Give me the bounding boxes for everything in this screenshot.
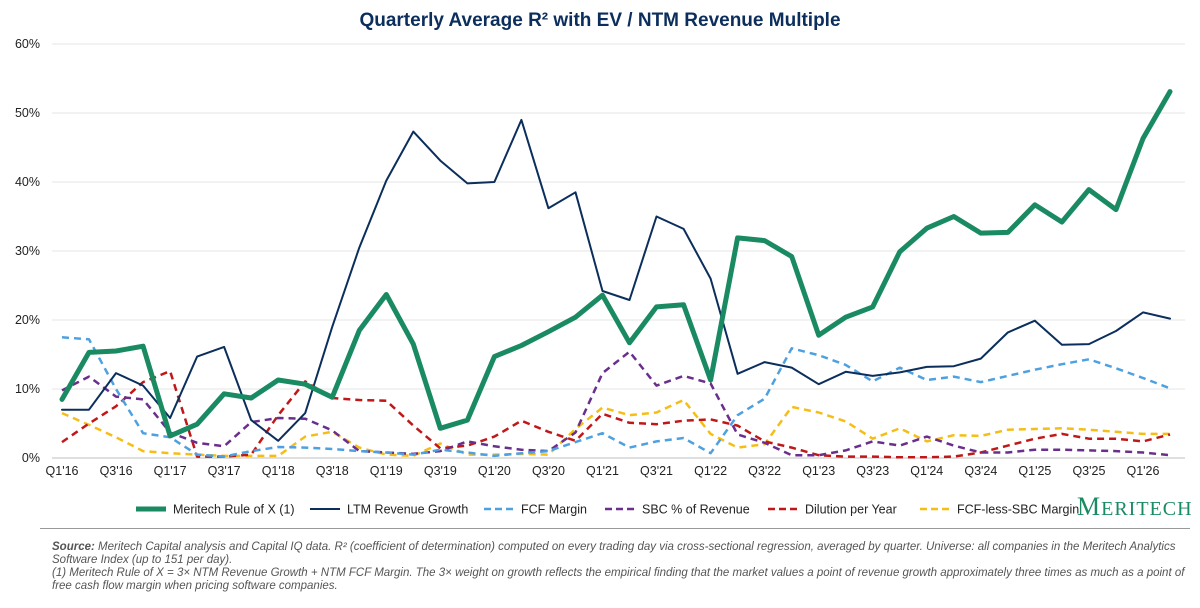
series-line-1	[59, 89, 1173, 439]
x-tick-label: Q3'23	[856, 464, 889, 478]
legend-label: Meritech Rule of X (1)	[173, 503, 295, 517]
x-tick-label: Q1'21	[586, 464, 619, 478]
x-tick-label: Q1'20	[478, 464, 511, 478]
source-label: Source:	[52, 541, 95, 553]
x-tick-label: Q3'17	[208, 464, 241, 478]
legend-label: FCF Margin	[521, 503, 587, 517]
x-tick-label: Q1'18	[262, 464, 295, 478]
series-line-4	[61, 350, 1171, 457]
x-tick-label: Q1'24	[910, 464, 943, 478]
legend: Meritech Rule of X (1) LTM Revenue Growth…	[136, 503, 1079, 517]
x-tick-label: Q3'25	[1072, 464, 1105, 478]
legend-label: SBC % of Revenue	[642, 503, 750, 517]
x-axis: Q1'16 Q3'16 Q1'17 Q3'17 Q1'18 Q3'18 Q1'19 Q3'19…	[46, 464, 1160, 478]
legend-label: FCF-less-SBC Margin	[957, 503, 1079, 517]
x-tick-label: Q3'16	[100, 464, 133, 478]
x-tick-label: Q1'25	[1018, 464, 1051, 478]
footnote-divider	[40, 528, 1190, 529]
y-tick-label: 20%	[15, 313, 40, 327]
x-tick-label: Q3'21	[640, 464, 673, 478]
series-line-2	[61, 118, 1171, 442]
source-text: Meritech Capital analysis and Capital IQ…	[52, 541, 1176, 566]
x-tick-label: Q3'24	[964, 464, 997, 478]
x-tick-label: Q1'22	[694, 464, 727, 478]
series-line-3	[61, 336, 1171, 458]
meritech-logo: MERITECH	[1077, 492, 1193, 521]
y-tick-label: 0%	[22, 451, 40, 465]
x-tick-label: Q1'19	[370, 464, 403, 478]
x-tick-label: Q1'16	[46, 464, 79, 478]
x-tick-label: Q3'19	[424, 464, 457, 478]
x-tick-label: Q3'22	[748, 464, 781, 478]
logo-initial: M	[1077, 492, 1101, 521]
x-tick-label: Q1'26	[1126, 464, 1159, 478]
y-tick-label: 50%	[15, 106, 40, 120]
x-tick-label: Q3'18	[316, 464, 349, 478]
y-tick-label: 30%	[15, 244, 40, 258]
rule-of-x-note: (1) Meritech Rule of X = 3× NTM Revenue …	[52, 567, 1185, 592]
x-tick-label: Q1'23	[802, 464, 835, 478]
series-lines	[59, 89, 1173, 459]
y-tick-label: 40%	[15, 175, 40, 189]
y-tick-label: 10%	[15, 382, 40, 396]
y-axis: 0% 10% 20% 30% 40% 50% 60%	[15, 37, 40, 465]
chart-title: Quarterly Average R² with EV / NTM Reven…	[359, 10, 840, 31]
x-tick-label: Q1'17	[154, 464, 187, 478]
legend-label: LTM Revenue Growth	[347, 503, 468, 517]
x-tick-label: Q3'20	[532, 464, 565, 478]
y-tick-label: 60%	[15, 37, 40, 51]
legend-label: Dilution per Year	[805, 503, 897, 517]
footnote: Source: Meritech Capital analysis and Ca…	[52, 541, 1187, 593]
logo-rest: ERITECH	[1101, 498, 1192, 520]
chart-canvas: Quarterly Average R² with EV / NTM Reven…	[15, 10, 1193, 521]
series-line-5	[61, 369, 1171, 459]
source-note: Source: Meritech Capital analysis and Ca…	[52, 541, 1187, 567]
